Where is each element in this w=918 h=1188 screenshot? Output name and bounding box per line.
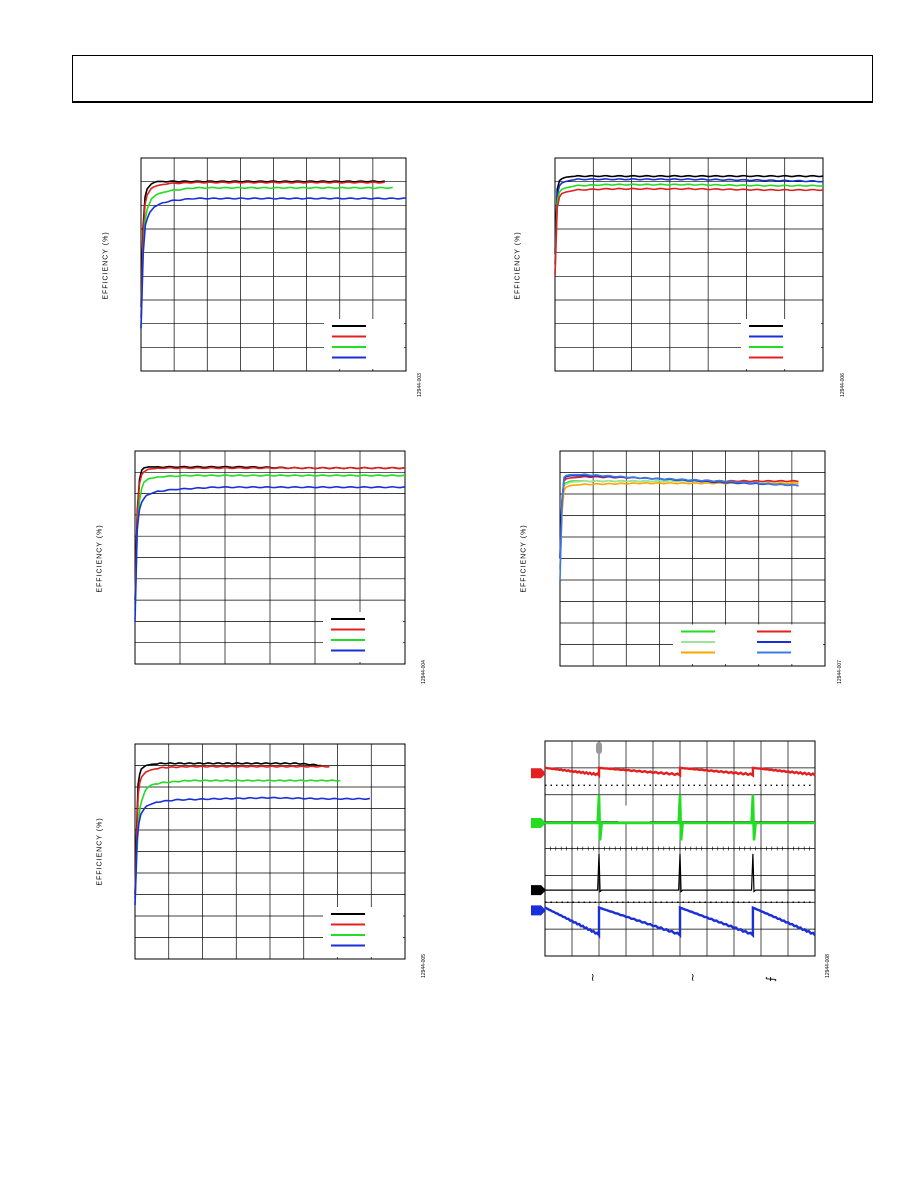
scope-label-box <box>617 805 650 822</box>
scope-trace-black <box>545 853 815 893</box>
series-line-light_blue <box>559 473 799 581</box>
trigger-marker <box>596 742 602 754</box>
coupling-icon: ~ <box>686 973 699 982</box>
figure-code: 12944-008 <box>824 954 831 978</box>
series-line-black <box>140 180 385 308</box>
legend-box <box>323 612 403 662</box>
plot-frame <box>134 743 406 960</box>
series-line-green <box>554 183 824 276</box>
plot-frame <box>140 157 407 372</box>
scope-trace-green <box>545 794 815 841</box>
series-line-blue <box>134 796 371 906</box>
coupling-icon: ⨍ <box>764 976 777 982</box>
series-line-green <box>134 779 341 906</box>
coupling-icon: ~ <box>586 973 599 982</box>
channel-marker-red <box>531 768 546 779</box>
series-line-red <box>134 466 406 605</box>
legend-box <box>324 319 404 369</box>
series-line-green <box>140 186 393 329</box>
legend-box <box>323 907 403 957</box>
series-line-black <box>134 762 322 895</box>
series-line-black <box>554 174 824 254</box>
series-line-red <box>554 187 824 276</box>
plot-frame <box>134 450 406 665</box>
scope-trace-red <box>544 766 816 779</box>
series-line-blue <box>134 485 406 622</box>
scope-trace-blue <box>544 905 816 939</box>
series-line-red <box>140 181 385 318</box>
series-line-blue <box>554 178 824 265</box>
page-header-box <box>72 55 873 103</box>
series-line-blue <box>140 197 406 329</box>
series-line-red <box>134 765 330 899</box>
series-line-green <box>134 474 406 611</box>
channel-marker-green <box>531 817 546 828</box>
legend-box <box>741 319 821 369</box>
channel-marker-black <box>531 885 546 896</box>
channel-marker-blue <box>531 905 546 916</box>
